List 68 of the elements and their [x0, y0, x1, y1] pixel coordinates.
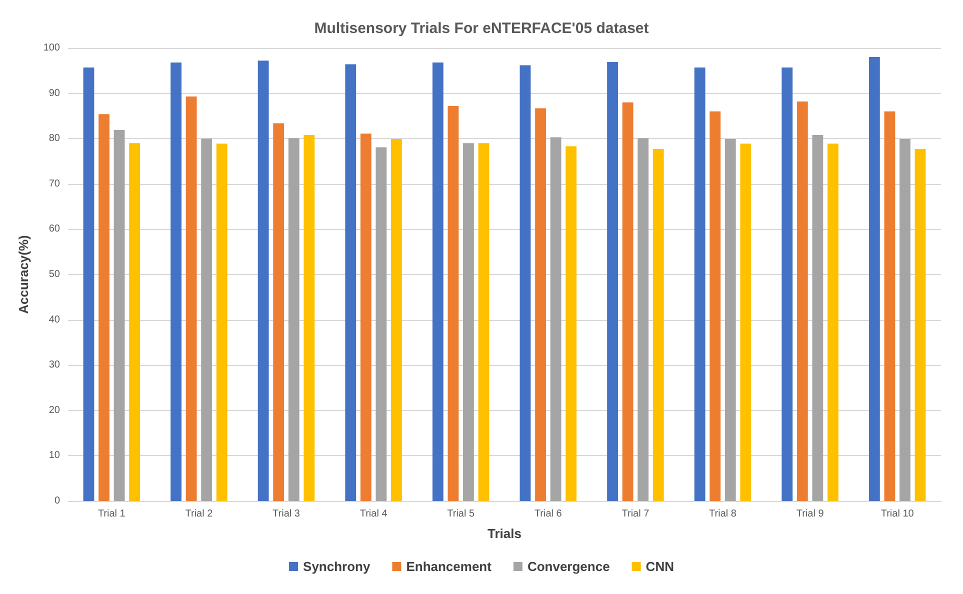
bar — [812, 134, 824, 501]
bar — [258, 60, 269, 501]
bar — [782, 67, 793, 501]
chart-title: Multisensory Trials For eNTERFACE'05 dataset — [314, 20, 649, 37]
y-tick-label: 60 — [48, 224, 60, 235]
bar — [694, 67, 706, 501]
y-axis-title: Accuracy(%) — [16, 235, 31, 314]
legend-label: Enhancement — [406, 559, 492, 574]
bar — [304, 134, 315, 501]
bar — [391, 139, 402, 501]
bar — [478, 143, 490, 501]
bar — [201, 138, 212, 501]
legend-label: Synchrony — [303, 559, 371, 574]
bar — [710, 111, 721, 501]
bar — [186, 96, 197, 501]
bar — [170, 62, 182, 501]
y-tick-label: 40 — [48, 314, 60, 326]
bar — [884, 111, 896, 501]
bar — [796, 101, 808, 501]
y-tick-label: 30 — [48, 360, 60, 371]
bar — [740, 144, 752, 501]
x-tick-label: Trial 10 — [880, 508, 914, 520]
bar — [273, 123, 284, 501]
bar — [463, 143, 474, 501]
bar — [652, 149, 664, 501]
bar — [638, 138, 649, 501]
x-tick-label: Trial 8 — [709, 508, 737, 520]
bar — [216, 144, 228, 501]
bar — [83, 67, 94, 501]
bar — [98, 114, 110, 501]
x-tick-label: Trial 7 — [622, 508, 650, 520]
bar — [607, 62, 618, 501]
x-tick-label: Trial 5 — [447, 508, 475, 520]
bar — [360, 134, 372, 501]
x-tick-label: Trial 1 — [98, 508, 126, 520]
bar — [566, 146, 577, 501]
bar — [376, 147, 387, 501]
y-tick-label: 0 — [54, 496, 60, 506]
y-tick-label: 50 — [48, 269, 60, 280]
x-tick-label: Trial 9 — [796, 508, 824, 520]
bar — [520, 65, 531, 501]
x-tick-label: Trial 4 — [360, 508, 388, 520]
x-axis-title: Trials — [488, 526, 522, 541]
bar — [345, 64, 356, 501]
bar — [432, 62, 444, 501]
y-tick-label: 70 — [48, 178, 60, 190]
bar — [914, 149, 926, 501]
y-tick-label: 20 — [48, 404, 60, 416]
x-tick-label: Trial 6 — [534, 508, 562, 520]
y-tick-label: 80 — [48, 133, 60, 144]
x-tick-label: Trial 3 — [272, 508, 300, 520]
x-tick-label: Trial 2 — [185, 508, 214, 520]
legend-label: CNN — [646, 559, 674, 574]
bar — [535, 108, 546, 501]
bar — [129, 143, 140, 501]
bar — [900, 139, 910, 501]
bar — [868, 57, 880, 501]
bar — [288, 138, 300, 501]
bar — [114, 130, 125, 501]
y-tick-label: 100 — [43, 42, 60, 54]
y-tick-label: 90 — [48, 88, 60, 99]
bar — [828, 144, 838, 501]
bar — [622, 102, 634, 501]
legend-label: Convergence — [527, 559, 610, 574]
bar — [448, 106, 459, 501]
bar — [724, 139, 736, 501]
y-tick-label: 10 — [48, 450, 60, 462]
bar — [550, 137, 562, 501]
